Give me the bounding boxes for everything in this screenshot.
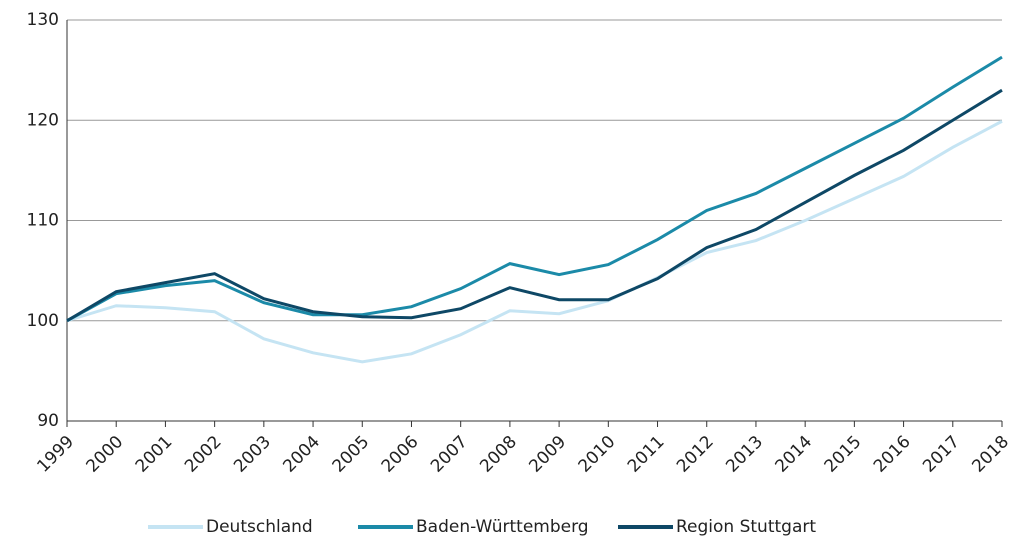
x-tick-label: 2008 (476, 432, 521, 477)
x-tick-label: 2018 (968, 432, 1009, 477)
x-tick-label: 2014 (771, 432, 816, 477)
legend-label: Baden-Württemberg (416, 517, 589, 537)
x-tick-label: 2017 (919, 432, 964, 477)
x-tick-label: 2007 (427, 432, 472, 477)
x-tick-label: 2016 (870, 432, 915, 477)
x-tick-label: 2010 (575, 432, 620, 477)
x-tick-label: 2003 (230, 432, 275, 477)
legend-label: Deutschland (206, 517, 313, 537)
y-tick-label: 130 (27, 10, 59, 30)
line-series (66, 88, 1003, 323)
x-tick-label: 2013 (722, 432, 767, 477)
line-series (66, 55, 1003, 323)
x-tick-label: 2005 (329, 432, 374, 477)
x-tick-label: 2015 (821, 432, 866, 477)
line-series (66, 119, 1003, 364)
x-tick-label: 2004 (279, 432, 324, 477)
x-tick-label: 2000 (83, 432, 128, 477)
legend-label: Region Stuttgart (676, 517, 816, 537)
x-tick-label: 2011 (624, 432, 669, 477)
y-tick-label: 100 (27, 311, 59, 331)
y-tick-label: 110 (27, 211, 59, 231)
y-tick-label: 120 (27, 110, 59, 130)
x-tick-label: 2001 (132, 432, 177, 477)
x-tick-label: 2002 (181, 432, 226, 477)
x-tick-label: 2006 (378, 432, 423, 477)
x-tick-label: 1999 (33, 432, 78, 477)
x-tick-label: 2009 (525, 432, 570, 477)
x-tick-label: 2012 (673, 432, 718, 477)
y-tick-label: 90 (37, 411, 59, 431)
